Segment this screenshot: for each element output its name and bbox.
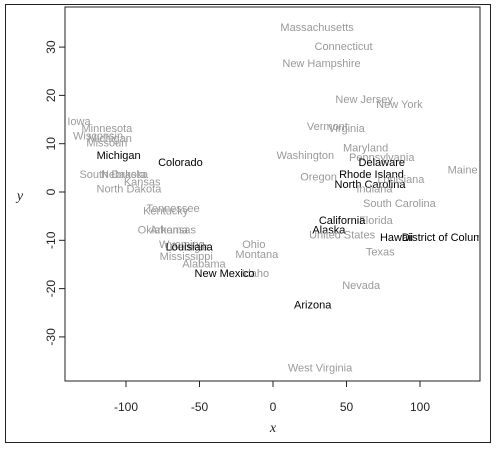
- point-label: Oregon: [300, 172, 337, 184]
- point-label: Kansas: [124, 176, 161, 188]
- point-label: California: [319, 215, 366, 227]
- point-label: Louisiana: [377, 174, 425, 186]
- point-label: Hawaii: [380, 232, 413, 244]
- point-label: District of Columbia: [402, 232, 498, 244]
- point-label: Alabama: [182, 258, 226, 270]
- y-axis-title: y: [15, 189, 24, 204]
- point-label: Ohio: [242, 239, 265, 251]
- x-axis-title: x: [269, 421, 277, 436]
- point-label: Florida: [359, 215, 394, 227]
- point-label: Maine: [448, 164, 478, 176]
- point-label: Michigan: [97, 150, 141, 162]
- point-label: Vermont: [307, 121, 348, 133]
- point-label: Oklahoma: [138, 225, 189, 237]
- point-label: North Carolina: [335, 179, 407, 191]
- x-tick-label: -100: [114, 400, 138, 414]
- point-label: Tennessee: [146, 203, 199, 215]
- point-label: New Hampshire: [282, 58, 360, 70]
- y-tick-label: -20: [44, 280, 58, 298]
- point-label: Arkansas: [150, 225, 196, 237]
- point-label: Missouri: [86, 138, 127, 150]
- point-label: Delaware: [359, 157, 405, 169]
- point-label: Nevada: [342, 280, 381, 292]
- point-label: Colorado: [158, 157, 203, 169]
- point-label: Idaho: [242, 268, 270, 280]
- point-label: Pennsylvania: [349, 152, 415, 164]
- y-tick-label: 0: [44, 188, 58, 195]
- point-label: Massachusetts: [280, 22, 354, 34]
- figure-frame: [5, 4, 491, 443]
- point-label: United States: [309, 229, 376, 241]
- point-label: West Virginia: [288, 362, 353, 374]
- point-label: South Dakota: [79, 169, 147, 181]
- point-label: Indiana: [356, 184, 393, 196]
- point-label: Wisconsin: [73, 130, 123, 142]
- point-label: Washington: [276, 150, 334, 162]
- point-label: Iowa: [67, 116, 91, 128]
- point-label: Nebraska: [101, 169, 149, 181]
- point-label: Texas: [366, 246, 395, 258]
- point-label: Minnesota: [82, 123, 134, 135]
- data-labels: Massachusetts Connecticut New Hampshire New…: [67, 22, 498, 375]
- point-label: Kentucky: [143, 205, 189, 217]
- y-tick-label: -10: [44, 231, 58, 249]
- x-tick-label: 50: [340, 400, 354, 414]
- point-label: Rhode Island: [339, 169, 404, 181]
- x-tick-label: -50: [191, 400, 209, 414]
- point-label: Mississippi: [160, 251, 213, 263]
- point-label: Michigan: [88, 133, 132, 145]
- point-label: Maryland: [343, 143, 388, 155]
- x-axis: -100 -50 0 50 100: [114, 381, 430, 414]
- point-label: Georgia: [170, 242, 210, 254]
- x-tick-label: 100: [410, 400, 430, 414]
- y-tick-label: 30: [44, 40, 58, 54]
- point-label: Connecticut: [315, 41, 373, 53]
- point-label: South Carolina: [363, 198, 437, 210]
- point-label: New Jersey: [335, 94, 393, 106]
- y-axis: -30 -20 -10 0 10 20 30: [44, 40, 65, 346]
- point-label: New York: [376, 99, 423, 111]
- point-label: Montana: [235, 249, 279, 261]
- y-tick-label: -30: [44, 328, 58, 346]
- x-tick-label: 0: [270, 400, 277, 414]
- point-label: Alaska: [312, 225, 346, 237]
- y-tick-label: 20: [44, 88, 58, 102]
- point-label: Wyoming: [159, 239, 205, 251]
- point-label: Louisiana: [166, 242, 214, 254]
- y-tick-label: 10: [44, 137, 58, 151]
- point-label: Arizona: [294, 300, 332, 312]
- point-label: North Dakota: [97, 184, 163, 196]
- point-label: New Mexico: [195, 268, 255, 280]
- point-label: Virginia: [328, 123, 365, 135]
